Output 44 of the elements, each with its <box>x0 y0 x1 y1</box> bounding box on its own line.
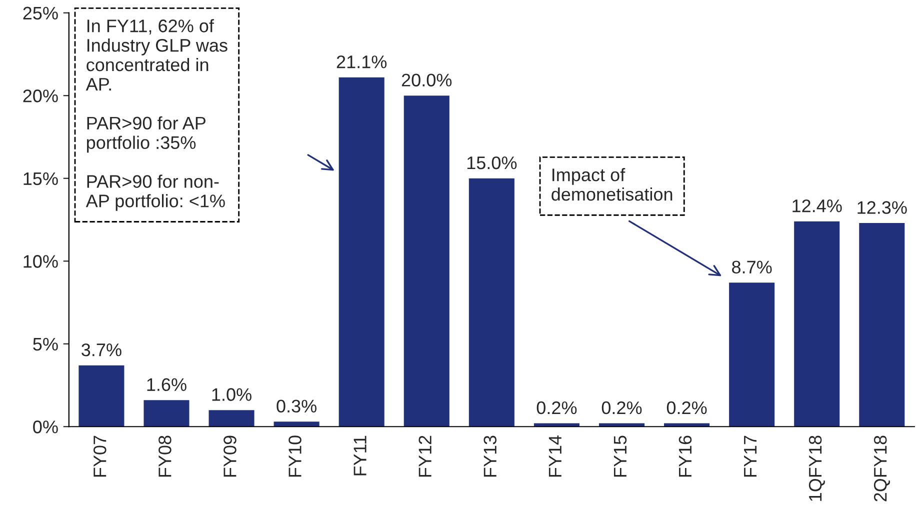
data-label: 15.0% <box>467 156 517 170</box>
x-tick-label: 2QFY18 <box>874 436 890 502</box>
bar <box>78 365 124 427</box>
data-label: 0.2% <box>536 401 577 414</box>
data-label: 0.2% <box>666 401 707 414</box>
x-tick-label: FY08 <box>158 436 172 477</box>
bar <box>794 221 840 427</box>
y-tick-label: 20% <box>23 90 58 102</box>
bar <box>274 422 320 427</box>
data-label: 3.7% <box>82 343 122 356</box>
data-label: 1.0% <box>212 388 252 401</box>
x-tick-label: FY09 <box>224 436 236 477</box>
x-tick-label: FY10 <box>288 436 302 477</box>
data-label: 12.3% <box>858 201 907 214</box>
bar <box>468 178 514 427</box>
y-tick-label: 15% <box>24 172 58 186</box>
bar <box>144 400 190 427</box>
x-tick-label: FY12 <box>418 436 432 477</box>
data-label: 20.0% <box>402 74 452 86</box>
x-tick-label: FY13 <box>484 436 497 477</box>
bar <box>208 410 254 427</box>
y-tick-label: 25% <box>23 6 58 20</box>
data-label: 1.6% <box>147 378 186 392</box>
data-label: 8.7% <box>732 260 772 274</box>
x-tick-label: FY16 <box>678 436 692 477</box>
data-label: 0.3% <box>276 400 316 413</box>
x-tick-label: FY11 <box>354 436 366 476</box>
y-tick-label: 10% <box>24 255 58 268</box>
x-tick-label: FY14 <box>548 435 562 477</box>
annotation: Impact of demonetisation <box>552 168 672 201</box>
data-label: 0.2% <box>602 401 642 414</box>
bar <box>859 223 905 427</box>
data-label: 21.1% <box>336 55 387 68</box>
bar <box>338 77 384 427</box>
x-tick-label: FY15 <box>614 436 627 477</box>
x-tick-label: FY07 <box>94 436 106 477</box>
x-tick-label: 1QFY18 <box>808 436 825 501</box>
bar <box>404 96 450 427</box>
y-tick-label: 0% <box>33 420 58 434</box>
text: In FY11, 62% of Industry GLP was concentrated in AP. PAR>90 for AP portfolio :35% PAR>90 for non- AP portfolio: <1% <box>86 19 228 211</box>
bar <box>729 282 775 427</box>
data-label: 12.4% <box>792 199 842 212</box>
x-tick-label: FY17 <box>744 436 756 477</box>
y-tick-label: 5% <box>33 338 58 351</box>
